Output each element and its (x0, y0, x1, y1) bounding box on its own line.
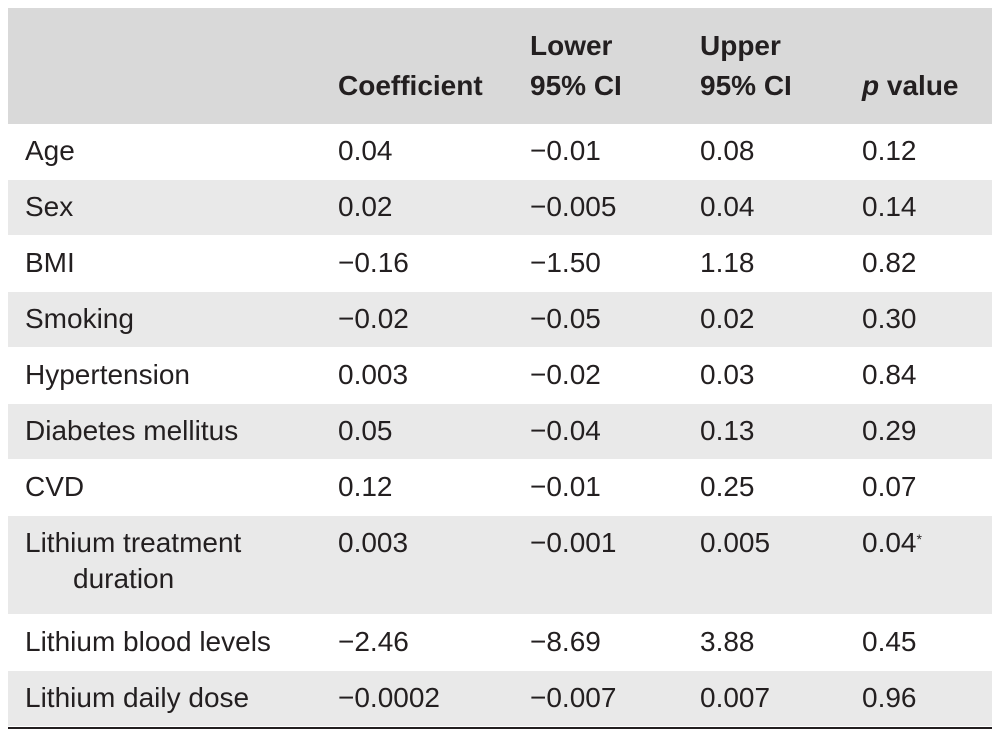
row-label-line2: duration (73, 563, 175, 594)
p-value-cell: 0.30 (862, 303, 917, 334)
p-value-cell: 0.84 (862, 359, 917, 390)
lower-ci-cell: −8.69 (530, 626, 601, 657)
table-row: Smoking −0.02 −0.05 0.02 0.30 (8, 292, 992, 348)
p-value-cell: 0.82 (862, 247, 917, 278)
coefficient-cell: −0.02 (338, 303, 409, 334)
row-label: Lithium daily dose (25, 682, 250, 713)
table-row: Hypertension 0.003 −0.02 0.03 0.84 (8, 348, 992, 404)
upper-ci-cell: 0.08 (700, 135, 755, 166)
p-value-cell: 0.14 (862, 191, 917, 222)
lower-ci-cell: −1.50 (530, 247, 601, 278)
coefficient-cell: 0.003 (338, 527, 409, 558)
coefficient-cell: 0.12 (338, 471, 393, 502)
p-value-cell: 0.12 (862, 135, 917, 166)
table-row: Lithium treatment duration 0.003 −0.001 … (8, 516, 992, 615)
regression-table: Coefficient Lower 95% CI Upper 95% CI p … (8, 8, 992, 729)
upper-ci-cell: 0.25 (700, 471, 755, 502)
significance-asterisk: * (916, 531, 922, 547)
header-lower-ci: Lower 95% CI (530, 26, 622, 106)
coefficient-cell: −2.46 (338, 626, 409, 657)
header-upper-ci-line1: Upper (700, 30, 781, 61)
lower-ci-cell: −0.04 (530, 415, 601, 446)
p-value-cell: 0.04* (862, 525, 922, 561)
lower-ci-cell: −0.001 (530, 527, 617, 558)
lower-ci-cell: −0.007 (530, 682, 617, 713)
coefficient-cell: 0.02 (338, 191, 393, 222)
lower-ci-cell: −0.01 (530, 135, 601, 166)
lower-ci-cell: −0.005 (530, 191, 617, 222)
p-value-cell: 0.45 (862, 626, 917, 657)
lower-ci-cell: −0.05 (530, 303, 601, 334)
header-lower-ci-line2: 95% CI (530, 70, 622, 101)
row-label: Smoking (25, 303, 134, 334)
row-label: Hypertension (25, 359, 190, 390)
row-label: Age (25, 135, 75, 166)
row-label: CVD (25, 471, 85, 502)
table-row: CVD 0.12 −0.01 0.25 0.07 (8, 460, 992, 516)
row-label: Lithium blood levels (25, 626, 271, 657)
p-value-text: 0.04 (862, 527, 917, 558)
upper-ci-cell: 1.18 (700, 247, 755, 278)
coefficient-cell: −0.0002 (338, 682, 440, 713)
row-label: Sex (25, 191, 74, 222)
coefficient-cell: 0.04 (338, 135, 393, 166)
row-label: Diabetes mellitus (25, 415, 239, 446)
p-value-cell: 0.29 (862, 415, 917, 446)
header-upper-ci-line2: 95% CI (700, 70, 792, 101)
table-bottom-rule (8, 727, 992, 729)
lower-ci-cell: −0.01 (530, 471, 601, 502)
upper-ci-cell: 0.005 (700, 527, 771, 558)
upper-ci-cell: 0.04 (700, 191, 755, 222)
table-row: Age 0.04 −0.01 0.08 0.12 (8, 124, 992, 180)
upper-ci-cell: 0.13 (700, 415, 755, 446)
header-p-value: p value (862, 66, 959, 106)
lower-ci-cell: −0.02 (530, 359, 601, 390)
row-label: BMI (25, 247, 75, 278)
header-upper-ci: Upper 95% CI (700, 26, 792, 106)
table-row: Diabetes mellitus 0.05 −0.04 0.13 0.29 (8, 404, 992, 460)
coefficient-cell: 0.003 (338, 359, 409, 390)
header-lower-ci-line1: Lower (530, 30, 613, 61)
upper-ci-cell: 0.03 (700, 359, 755, 390)
p-value-cell: 0.96 (862, 682, 917, 713)
upper-ci-cell: 0.02 (700, 303, 755, 334)
header-coefficient: Coefficient (338, 70, 483, 101)
table-row: Lithium blood levels −2.46 −8.69 3.88 0.… (8, 615, 992, 671)
coefficient-cell: −0.16 (338, 247, 409, 278)
upper-ci-cell: 0.007 (700, 682, 771, 713)
table-row: BMI −0.16 −1.50 1.18 0.82 (8, 236, 992, 292)
table-row: Sex 0.02 −0.005 0.04 0.14 (8, 180, 992, 236)
coefficient-cell: 0.05 (338, 415, 393, 446)
header-p-rest: value (879, 70, 959, 101)
table-row: Lithium daily dose −0.0002 −0.007 0.007 … (8, 671, 992, 727)
row-label: Lithium treatment duration (25, 525, 241, 597)
p-value-cell: 0.07 (862, 471, 917, 502)
upper-ci-cell: 3.88 (700, 626, 755, 657)
header-p-italic: p (862, 70, 880, 101)
table-header: Coefficient Lower 95% CI Upper 95% CI p … (8, 8, 992, 124)
row-label-line1: Lithium treatment (25, 527, 242, 558)
